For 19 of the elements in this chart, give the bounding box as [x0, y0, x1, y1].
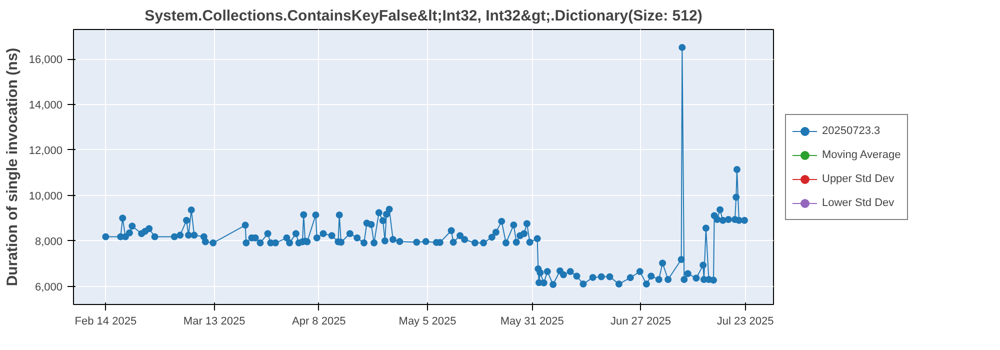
x-tick-label: Jun 27 2025: [610, 316, 672, 328]
x-tick-label: May 5 2025: [398, 316, 456, 328]
x-tick-label: Feb 14 2025: [74, 316, 137, 328]
legend-label: 20250723.3: [822, 124, 880, 138]
x-tick-label: Mar 13 2025: [183, 316, 246, 328]
x-tick-label: May 31 2025: [500, 316, 564, 328]
legend-label: Moving Average: [822, 148, 901, 162]
x-tick-label: Jul 23 2025: [716, 316, 774, 328]
chart-title: System.Collections.ContainsKeyFalse&lt;Int32, Int32&gt;.Dictionary(Size: 512): [144, 8, 702, 24]
legend-label: Lower Std Dev: [822, 196, 894, 210]
y-tick-label: 12,000: [28, 144, 63, 157]
legend-label: Upper Std Dev: [822, 172, 894, 186]
y-axis-title: Duration of single invocation (ns): [4, 48, 21, 286]
y-tick-label: 8,000: [34, 236, 63, 248]
y-tick-label: 10,000: [28, 190, 63, 202]
y-tick-label: 6,000: [34, 281, 63, 294]
y-tick-label: 16,000: [28, 54, 63, 66]
y-tick-label: 14,000: [28, 100, 63, 112]
x-tick-label: Apr 8 2025: [292, 316, 346, 328]
